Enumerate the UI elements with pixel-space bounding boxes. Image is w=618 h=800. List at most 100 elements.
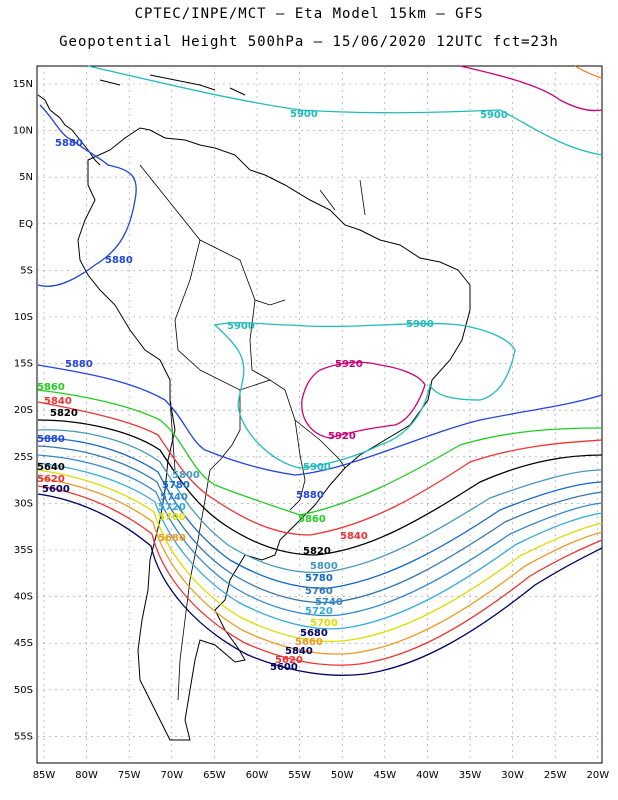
contour-5680 bbox=[37, 477, 603, 655]
caribbean-islands bbox=[99, 74, 246, 96]
latitude-label: EQ bbox=[19, 219, 33, 230]
contour-label-5740: 5740 bbox=[160, 492, 188, 503]
latitude-label: 5S bbox=[20, 265, 33, 276]
contour-5820 bbox=[37, 419, 603, 556]
latitude-label: 15S bbox=[14, 359, 33, 370]
contour-5900-north bbox=[87, 65, 603, 156]
contour-label-5680: 5680 bbox=[300, 628, 328, 639]
longitude-label: 50W bbox=[331, 770, 354, 781]
longitude-label: 65W bbox=[203, 770, 226, 781]
longitude-label: 85W bbox=[33, 770, 56, 781]
contour-label-5820: 5820 bbox=[303, 546, 331, 557]
contour-label-5900: 5900 bbox=[303, 462, 331, 473]
latitude-label: 35S bbox=[14, 545, 33, 556]
contour-5880-north bbox=[37, 104, 137, 287]
contour-label-5820: 5820 bbox=[50, 408, 78, 419]
contour-label-5720: 5720 bbox=[158, 502, 186, 513]
contour-label-5800: 5800 bbox=[172, 470, 200, 481]
contour-label-5720: 5720 bbox=[305, 606, 333, 617]
contour-5660 bbox=[37, 485, 603, 666]
longitude-label: 35W bbox=[459, 770, 482, 781]
latitude-label: 55S bbox=[14, 731, 33, 742]
contour-label-5900: 5900 bbox=[480, 110, 508, 121]
contour-label-5880: 5880 bbox=[55, 138, 83, 149]
contour-label-5860: 5860 bbox=[37, 382, 65, 393]
longitude-label: 80W bbox=[75, 770, 98, 781]
contour-label-5600: 5600 bbox=[42, 484, 70, 495]
contour-label-5840: 5840 bbox=[340, 531, 368, 542]
longitude-label: 60W bbox=[246, 770, 269, 781]
latitude-label: 45S bbox=[14, 638, 33, 649]
longitude-labels: 85W 80W 75W 70W 65W 60W 55W 50W 45W 40W 35W 30W 25W 2… bbox=[33, 770, 610, 781]
latitude-label: 20S bbox=[14, 405, 33, 416]
contour-label-5860: 5860 bbox=[298, 514, 326, 525]
contour-5880-south bbox=[37, 364, 603, 476]
country-borders bbox=[139, 164, 366, 701]
coastlines bbox=[37, 74, 471, 741]
latitude-label: 10S bbox=[14, 312, 33, 323]
contour-5640 bbox=[37, 493, 603, 676]
contour-label-5880: 5880 bbox=[296, 490, 324, 501]
contour-label-5620: 5620 bbox=[37, 474, 65, 485]
contour-label-5900: 5900 bbox=[290, 109, 318, 120]
contour-label-5800: 5800 bbox=[310, 561, 338, 572]
longitude-label: 20W bbox=[586, 770, 609, 781]
lat-lon-grid bbox=[37, 66, 602, 763]
contour-labels: 5900 5900 5880 5880 5900 5900 5920 5920 … bbox=[37, 109, 508, 673]
contour-label-5920: 5920 bbox=[328, 431, 356, 442]
map-title-line-2: Geopotential Height 500hPa – 15/06/2020 … bbox=[59, 34, 559, 50]
contour-5900-central bbox=[213, 322, 516, 469]
contour-label-5740: 5740 bbox=[315, 597, 343, 608]
longitude-label: 30W bbox=[501, 770, 524, 781]
contour-5920-orange bbox=[574, 65, 603, 79]
border-lines bbox=[139, 164, 366, 701]
latitude-label: 5N bbox=[19, 172, 33, 183]
contour-5840 bbox=[37, 401, 603, 536]
latitude-label: 10N bbox=[13, 126, 33, 137]
map-title-line-1: CPTEC/INPE/MCT – Eta Model 15km – GFS bbox=[134, 6, 484, 22]
latitude-label: 25S bbox=[14, 452, 33, 463]
contour-5780 bbox=[37, 437, 603, 589]
longitude-label: 70W bbox=[160, 770, 183, 781]
longitude-label: 55W bbox=[288, 770, 311, 781]
contour-5920-central bbox=[301, 361, 426, 439]
map-frame bbox=[36, 65, 603, 764]
contour-label-5880: 5880 bbox=[37, 434, 65, 445]
contour-label-5900: 5900 bbox=[406, 319, 434, 330]
contour-label-5700: 5700 bbox=[158, 512, 186, 523]
contour-5800 bbox=[37, 429, 603, 574]
contour-label-5920: 5920 bbox=[335, 359, 363, 370]
contour-5740 bbox=[37, 454, 603, 617]
contour-label-5880: 5880 bbox=[65, 359, 93, 370]
contour-5920-north bbox=[459, 65, 603, 112]
contour-label-5600: 5600 bbox=[270, 662, 298, 673]
contour-5760 bbox=[37, 445, 603, 604]
south-america-coast bbox=[77, 127, 471, 741]
contour-label-5760: 5760 bbox=[305, 586, 333, 597]
contour-label-5620: 5620 bbox=[275, 655, 303, 666]
contour-label-5640: 5640 bbox=[37, 462, 65, 473]
contour-5860 bbox=[37, 389, 603, 516]
contour-label-5680: 5680 bbox=[158, 533, 186, 544]
longitude-label: 25W bbox=[544, 770, 567, 781]
contour-label-5700: 5700 bbox=[310, 618, 338, 629]
latitude-label: 50S bbox=[14, 685, 33, 696]
contour-lines bbox=[37, 65, 603, 676]
latitude-labels: 15N 10N 5N EQ 5S 10S 15S 20S 25S 30S 35S 40S 45S 50S 5… bbox=[13, 79, 33, 742]
latitude-label: 15N bbox=[13, 79, 33, 90]
central-america-coast bbox=[37, 94, 101, 166]
latitude-label: 30S bbox=[14, 498, 33, 509]
contour-label-5840: 5840 bbox=[285, 646, 313, 657]
longitude-label: 40W bbox=[416, 770, 439, 781]
longitude-label: 45W bbox=[373, 770, 396, 781]
latitude-label: 40S bbox=[14, 592, 33, 603]
contour-label-5840: 5840 bbox=[44, 396, 72, 407]
contour-5700 bbox=[37, 469, 603, 643]
contour-label-5880: 5880 bbox=[105, 255, 133, 266]
contour-label-5780: 5780 bbox=[305, 573, 333, 584]
contour-label-5660: 5660 bbox=[295, 637, 323, 648]
longitude-label: 75W bbox=[118, 770, 141, 781]
contour-label-5780: 5780 bbox=[162, 480, 190, 491]
contour-5720 bbox=[37, 462, 603, 630]
